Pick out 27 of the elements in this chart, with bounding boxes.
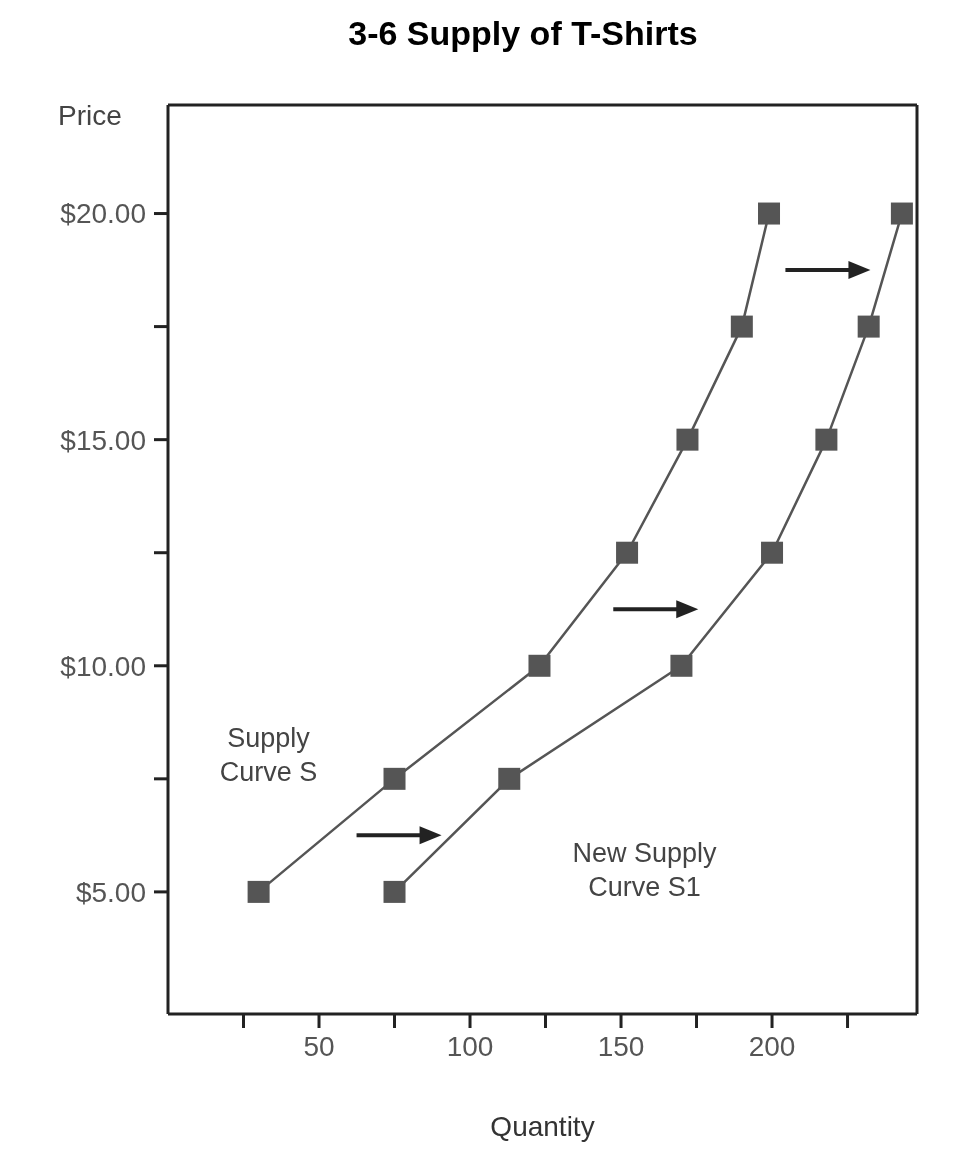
point (730, 315, 753, 338)
point (758, 202, 781, 225)
point (616, 541, 639, 564)
point (857, 315, 880, 338)
point (676, 428, 699, 451)
y-axis-title: Price (58, 100, 122, 132)
x-axis-title: Quantity (490, 1111, 595, 1142)
x-tick-label: 50 (303, 1030, 335, 1062)
point (670, 654, 693, 677)
y-tick-label: $20.00 (60, 198, 146, 230)
x-tick-label: 150 (597, 1030, 645, 1062)
text: New Supply Curve S1 (572, 837, 718, 902)
series-label: Supply Curve S (219, 722, 318, 787)
point (761, 541, 784, 564)
point (815, 428, 838, 451)
x-tick-label: 200 (748, 1030, 796, 1062)
y-tick-label: $5.00 (75, 876, 146, 908)
point (890, 202, 913, 225)
point (383, 880, 406, 903)
chart-title: 3-6 Supply of T-Shirts (347, 13, 699, 54)
point (528, 654, 551, 677)
x-tick-label: 100 (446, 1030, 494, 1062)
point (247, 880, 270, 903)
y-tick-label: $10.00 (60, 650, 146, 682)
point (383, 767, 406, 790)
y-tick-label: $15.00 (60, 424, 146, 456)
point (498, 767, 521, 790)
